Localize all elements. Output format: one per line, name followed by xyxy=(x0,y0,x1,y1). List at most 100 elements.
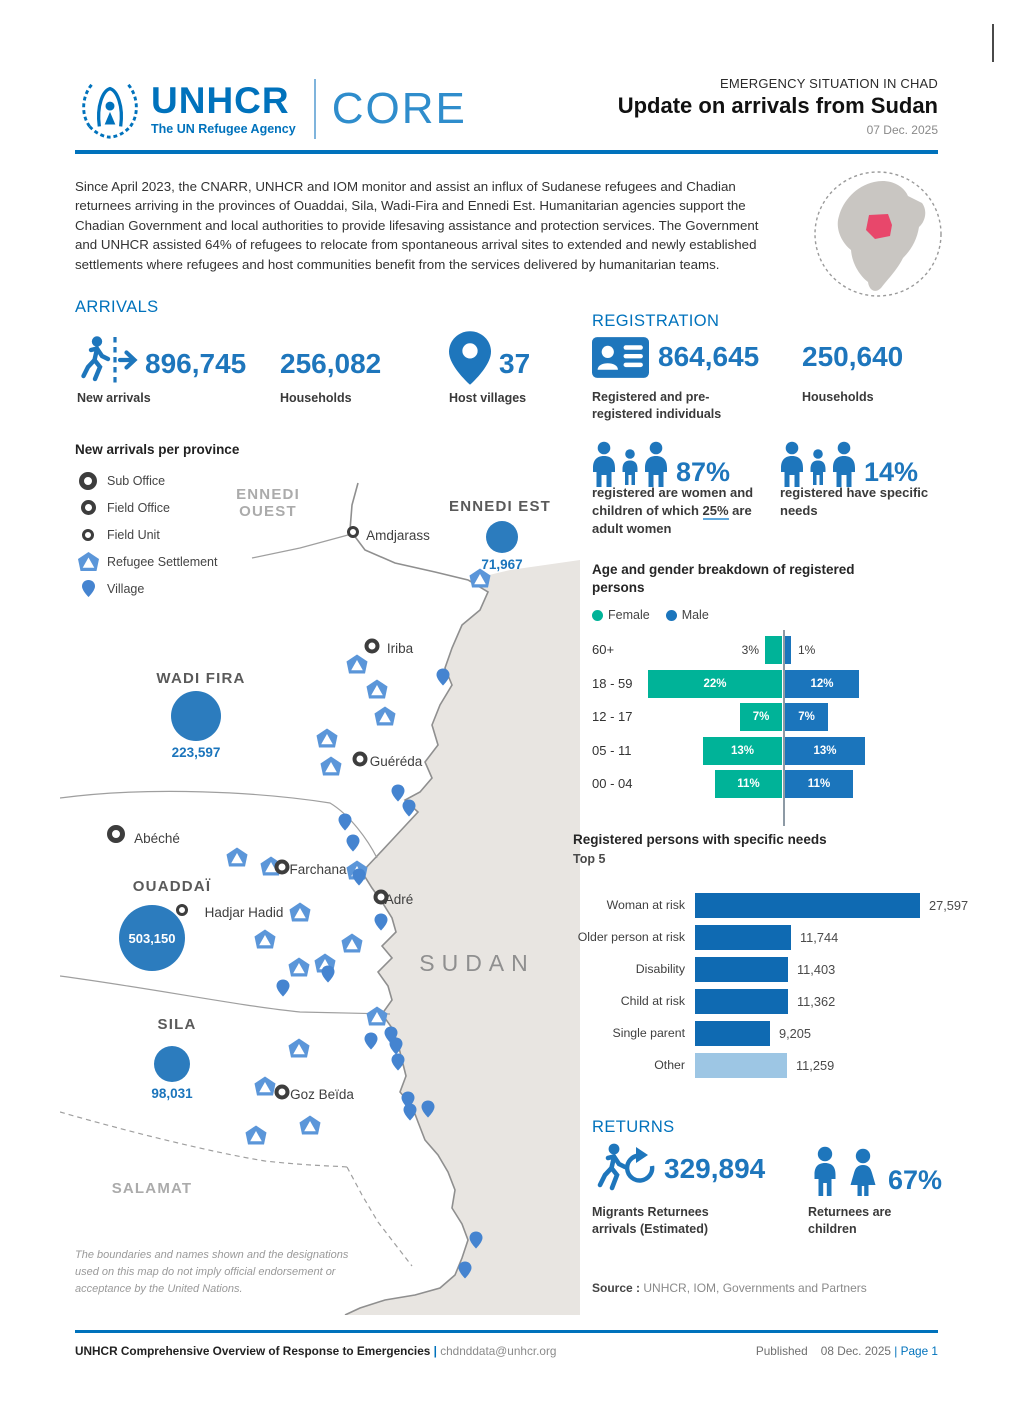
family-icon xyxy=(780,441,856,494)
province-label: SILA xyxy=(157,1016,197,1033)
settlement-marker xyxy=(299,1115,321,1135)
new-arrivals-value: 896,745 xyxy=(145,348,247,379)
core-wordmark: CORE xyxy=(331,84,467,133)
field-office-marker xyxy=(274,859,290,875)
village-marker xyxy=(374,913,388,931)
arrival-households-value: 256,082 xyxy=(280,348,382,379)
village-marker xyxy=(391,1053,405,1071)
settlement-marker xyxy=(254,1076,276,1096)
needs-bar xyxy=(695,989,788,1014)
field-office-marker xyxy=(352,751,368,767)
province-boundary xyxy=(60,1111,348,1168)
intro-paragraph: Since April 2023, the CNARR, UNHCR and I… xyxy=(75,179,759,272)
village-marker xyxy=(338,813,352,831)
specific-needs-pct: 14% xyxy=(864,457,919,487)
province-label: WADI FIRA xyxy=(156,670,246,687)
needs-value-label: 11,362 xyxy=(797,994,836,1009)
town-label: Farchana xyxy=(289,862,347,877)
needs-bar xyxy=(695,893,920,918)
settlement-marker xyxy=(288,1038,310,1058)
pyramid-bar-female: 22% xyxy=(648,669,782,698)
settlement-marker xyxy=(289,902,311,922)
legend-female: Female xyxy=(592,608,650,622)
age-gender-pyramid-chart: 60+ 3% 1% 18 - 59 22% 12% 12 - 17 7% 7% 05 - 11 13… xyxy=(585,630,881,830)
returnees-children-pct: 67% xyxy=(888,1165,943,1195)
village-marker xyxy=(276,979,290,997)
pyramid-value-label: 1% xyxy=(798,643,816,657)
map-pin-icon xyxy=(449,331,491,390)
logo-divider xyxy=(313,79,316,139)
footer-rule xyxy=(75,1330,938,1333)
map-base-layer xyxy=(60,482,580,1315)
needs-value-label: 27,597 xyxy=(929,898,969,913)
village-marker xyxy=(469,1231,483,1249)
header-rule xyxy=(75,150,938,154)
sudan-territory xyxy=(345,560,580,1315)
legend-item-field-office: Field Office xyxy=(75,494,285,521)
settlement-marker xyxy=(316,728,338,748)
settlement-marker xyxy=(366,1006,388,1026)
needs-bar xyxy=(695,1053,787,1078)
pyramid-bar-female: 11% xyxy=(715,770,782,798)
pyramid-value-label: 3% xyxy=(741,643,759,657)
village-marker xyxy=(458,1261,472,1279)
pyramid-row-label: 12 - 17 xyxy=(592,709,633,724)
town-label: Iriba xyxy=(386,641,414,656)
migrant-returnees-value: 329,894 xyxy=(664,1153,766,1184)
town-label: Guéréda xyxy=(369,754,423,769)
women-children-pct: 87% xyxy=(676,457,731,487)
province-boundary xyxy=(60,975,391,1015)
village-marker xyxy=(352,868,366,886)
new-arrivals-label: New arrivals xyxy=(77,391,151,405)
village-marker xyxy=(391,784,405,802)
field-office-icon xyxy=(75,500,101,515)
registered-individuals-label: Registered and pre-registered individual… xyxy=(592,390,722,421)
international-border xyxy=(344,482,490,1315)
village-marker xyxy=(346,834,360,852)
women-children-text: registered are women and children of whi… xyxy=(592,485,754,536)
needs-bar xyxy=(695,957,788,982)
field-unit-marker xyxy=(176,904,188,916)
needs-chart-title: Registered persons with specific needs xyxy=(573,832,827,847)
pyramid-row-label: 00 - 04 xyxy=(592,776,633,791)
province-boundary xyxy=(60,790,378,859)
province-arrivals-bubble xyxy=(171,691,221,741)
village-marker xyxy=(421,1100,435,1118)
village-marker xyxy=(402,799,416,817)
town-label: Adré xyxy=(384,892,414,907)
host-villages-label: Host villages xyxy=(449,391,527,405)
needs-bar xyxy=(695,925,791,950)
contact-email: chdnddata@unhcr.org xyxy=(440,1344,557,1358)
needs-category-label: Older person at risk xyxy=(577,930,685,944)
map-disclaimer: The boundaries and names shown and the d… xyxy=(75,1249,349,1296)
settlement-marker xyxy=(346,654,368,674)
male-legend-dot xyxy=(665,609,677,621)
registered-individuals-value: 864,645 xyxy=(658,341,760,372)
published-date: 08 Dec. 2025 xyxy=(820,1344,891,1358)
border-crossing-runner-icon xyxy=(77,335,139,392)
window-edge-artifact xyxy=(992,24,994,62)
settlement-marker xyxy=(245,1125,267,1145)
unhcr-emblem-icon xyxy=(78,76,142,142)
sub-office-marker xyxy=(107,825,125,843)
pyramid-bar-male xyxy=(785,636,791,664)
town-label: Goz Beïda xyxy=(290,1087,354,1102)
returnees-children-label: Returnees are children xyxy=(808,1205,892,1236)
needs-chart-subtitle: Top 5 xyxy=(573,852,606,866)
document-date: 07 Dec. 2025 xyxy=(866,123,938,137)
pyramid-bar-female: 13% xyxy=(703,736,782,765)
needs-category-label: Child at risk xyxy=(620,994,685,1008)
logo-tagline: The UN Refugee Agency xyxy=(151,122,296,136)
province-boundary xyxy=(251,534,349,559)
id-card-icon xyxy=(592,337,649,383)
pyramid-legend: Female Male xyxy=(592,608,709,622)
map-legend: Sub Office Field Office Field Unit Refug… xyxy=(75,467,285,602)
field-unit-icon xyxy=(75,528,101,541)
legend-item-settlement: Refugee Settlement xyxy=(75,548,285,575)
bubble-value: 503,150 xyxy=(128,930,176,946)
settlement-marker xyxy=(374,706,396,726)
chad-arrivals-map: SUDAN ENNEDI OUEST ENNEDI EST WADI FIRA OUAD… xyxy=(60,460,580,1315)
footer-left: UNHCR Comprehensive Overview of Response… xyxy=(75,1344,557,1358)
needs-category-label: Woman at risk xyxy=(606,898,685,912)
province-label: SALAMAT xyxy=(111,1180,193,1197)
